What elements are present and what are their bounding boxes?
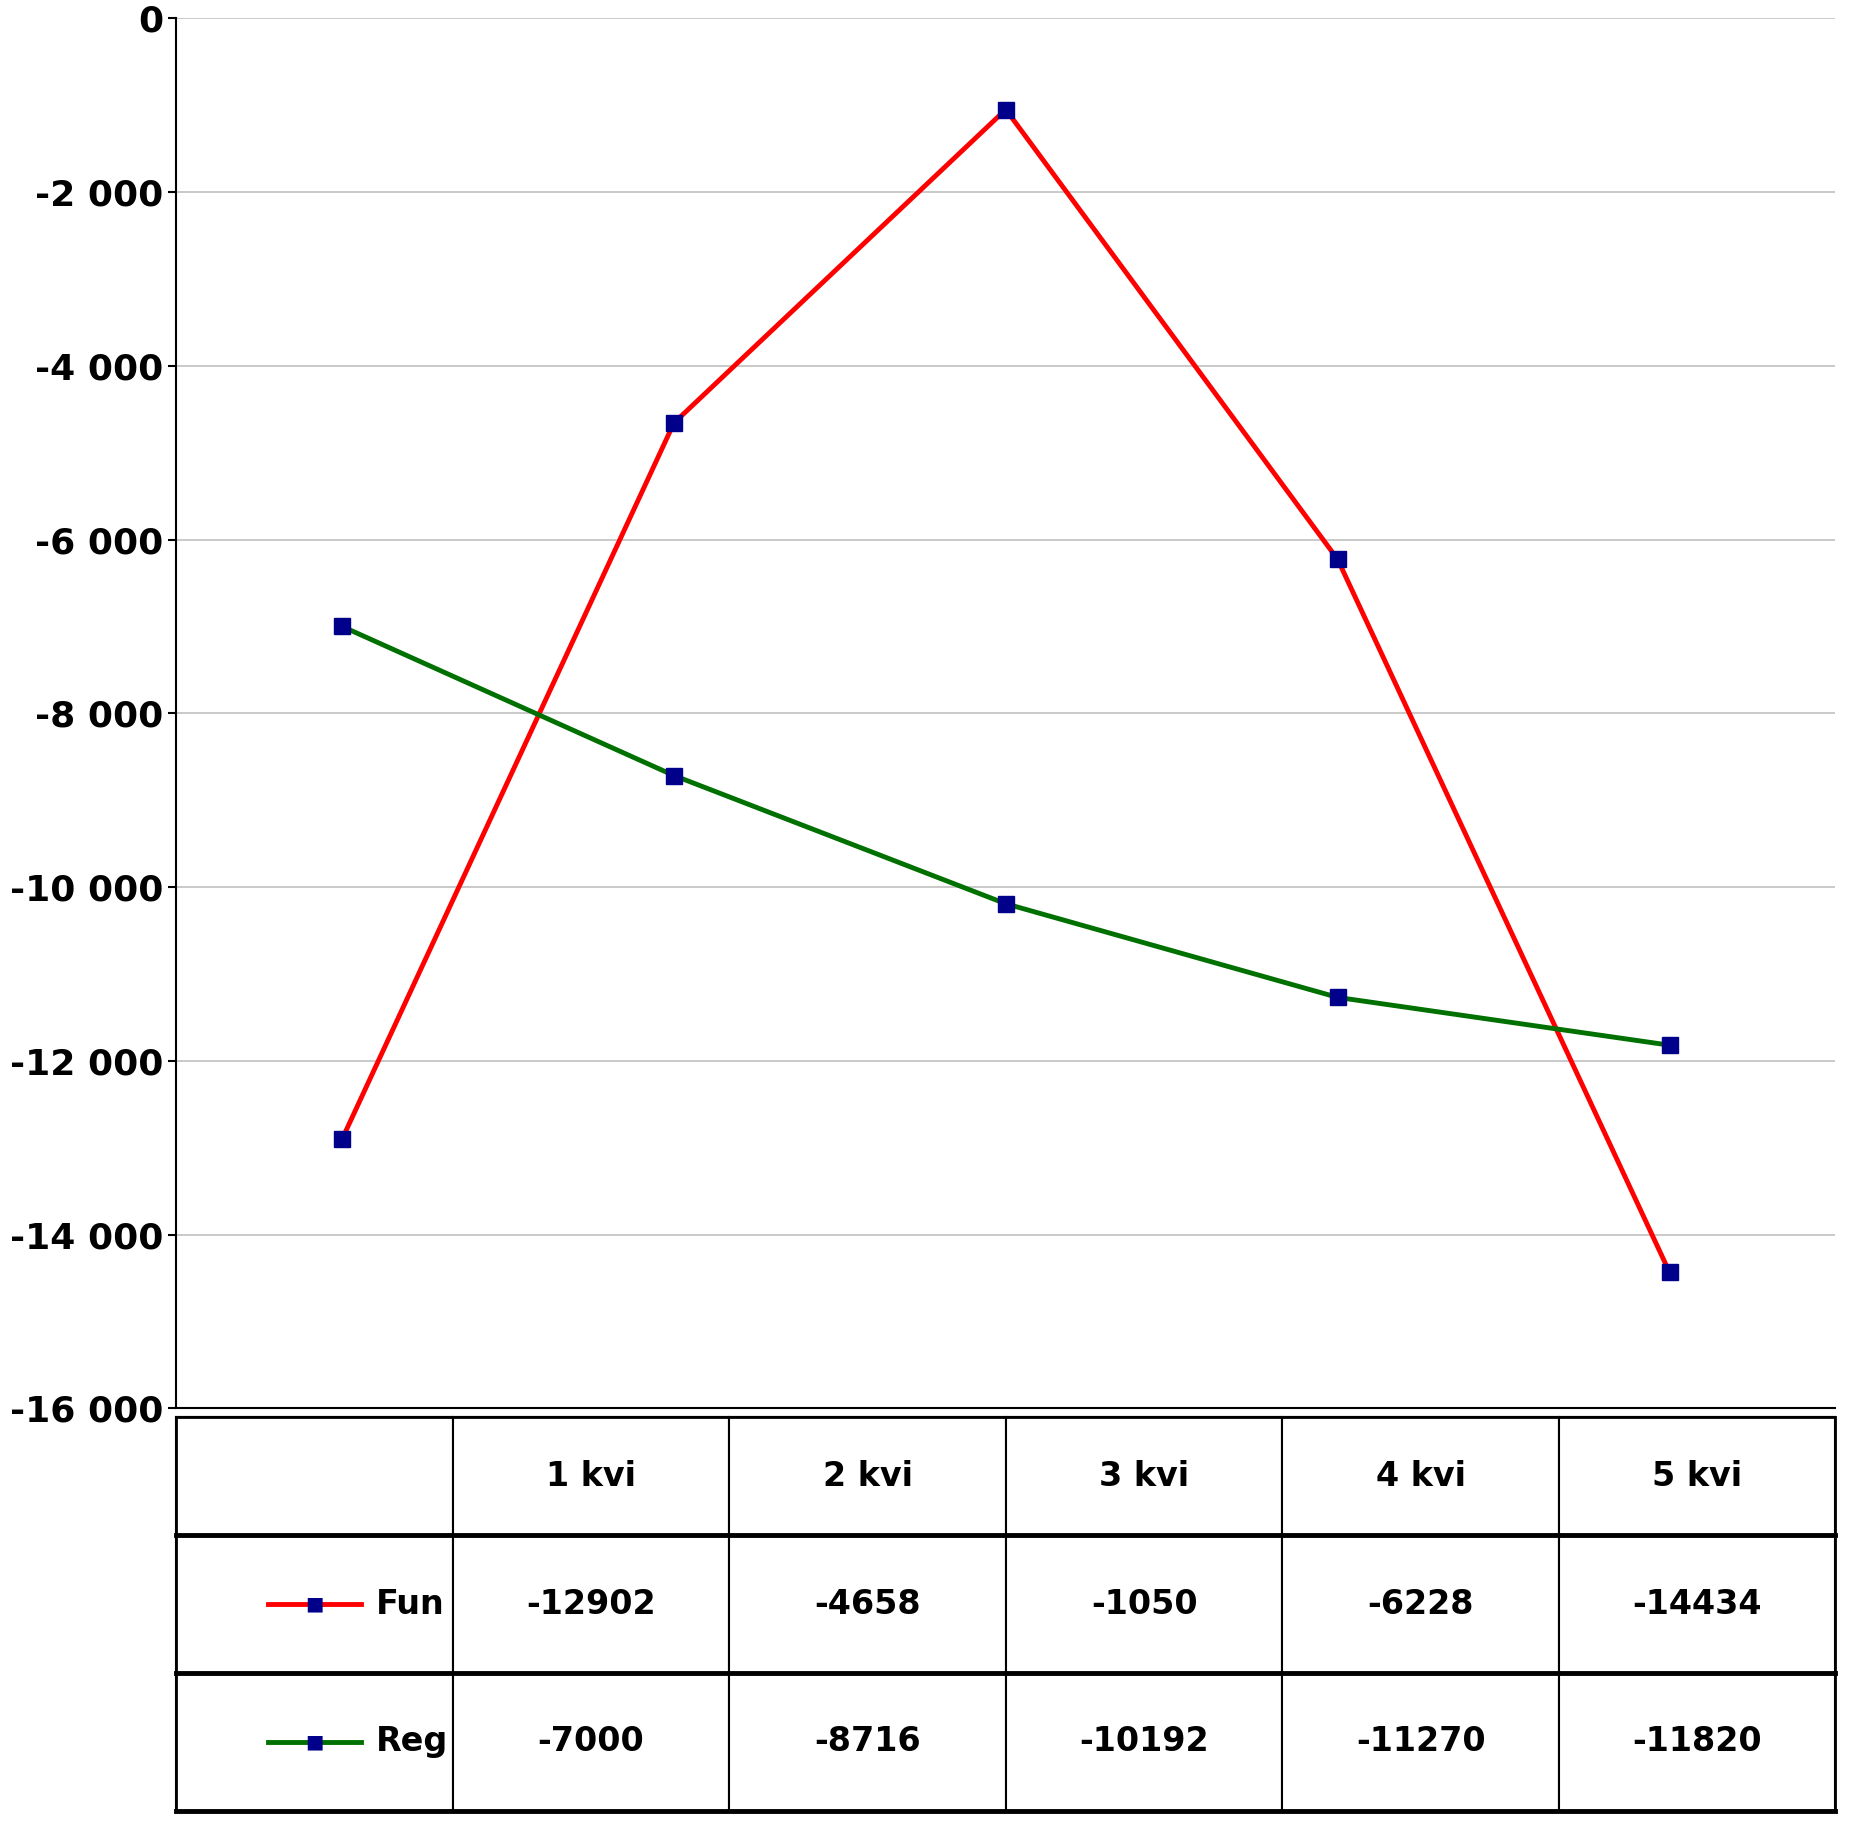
Text: -14434: -14434 xyxy=(1632,1588,1761,1620)
Text: ■: ■ xyxy=(306,1732,324,1752)
Text: -10192: -10192 xyxy=(1079,1725,1209,1758)
Text: -8716: -8716 xyxy=(814,1725,921,1758)
Text: 3 kvi: 3 kvi xyxy=(1099,1460,1188,1492)
Text: -12902: -12902 xyxy=(527,1588,656,1620)
Text: Fun: Fun xyxy=(376,1588,445,1620)
Text: 4 kvi: 4 kvi xyxy=(1376,1460,1467,1492)
Text: -1050: -1050 xyxy=(1090,1588,1198,1620)
Text: 1 kvi: 1 kvi xyxy=(545,1460,636,1492)
Text: ■: ■ xyxy=(306,1595,324,1613)
Text: 5 kvi: 5 kvi xyxy=(1652,1460,1743,1492)
Text: -6228: -6228 xyxy=(1368,1588,1474,1620)
Text: -4658: -4658 xyxy=(814,1588,921,1620)
Text: Reg: Reg xyxy=(376,1725,449,1758)
Text: -11820: -11820 xyxy=(1632,1725,1761,1758)
Text: 2 kvi: 2 kvi xyxy=(823,1460,912,1492)
Text: -11270: -11270 xyxy=(1355,1725,1485,1758)
Text: -7000: -7000 xyxy=(538,1725,645,1758)
